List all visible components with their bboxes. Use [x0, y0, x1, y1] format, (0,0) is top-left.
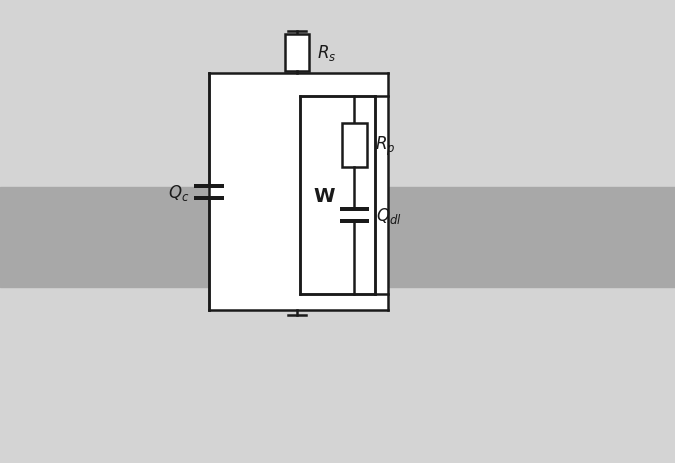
Text: W: W: [313, 186, 335, 205]
Text: $R_s$: $R_s$: [317, 43, 337, 63]
Text: $Q_{dl}$: $Q_{dl}$: [376, 205, 402, 225]
Bar: [285, 35, 309, 72]
Text: $R_p$: $R_p$: [375, 134, 395, 157]
Bar: [300, 97, 375, 294]
Bar: [0, 188, 675, 287]
Bar: [209, 74, 388, 310]
Text: $Q_c$: $Q_c$: [167, 182, 189, 202]
Bar: [342, 124, 367, 168]
